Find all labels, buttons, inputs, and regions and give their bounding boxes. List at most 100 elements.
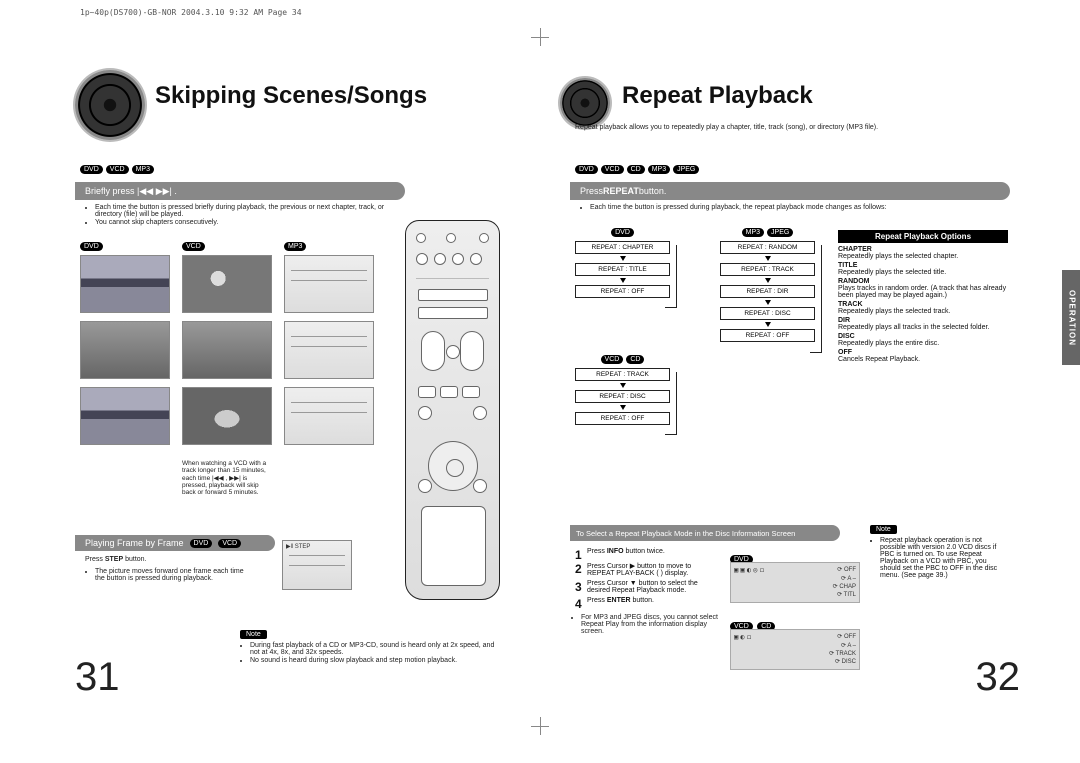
remote-color xyxy=(462,386,480,398)
bullet: The picture moves forward one frame each… xyxy=(95,568,255,582)
page-title: Skipping Scenes/Songs xyxy=(155,82,427,110)
bullet: Each time the button is pressed during p… xyxy=(590,204,1010,211)
step-bullet: The picture moves forward one frame each… xyxy=(85,568,255,583)
osd-icons: ▣ ◐ ◻ xyxy=(734,633,750,641)
flow-step: REPEAT : OFF xyxy=(720,329,815,342)
print-header: 1p~40p(DS700)-GB-NOR 2004.3.10 9:32 AM P… xyxy=(80,8,302,17)
osd-row: ⟳ A – xyxy=(841,642,856,649)
remote-button xyxy=(416,233,426,243)
note-text: Repeat playback operation is not possibl… xyxy=(880,537,1000,579)
col-label: DVD xyxy=(80,242,103,251)
pbc-note: Note Repeat playback operation is not po… xyxy=(870,525,1000,579)
osd-dvd: ▣ ▣ ◐ ◎ ◻⟳ OFF ⟳ A – ⟳ CHAP ⟳ TITL xyxy=(730,562,860,603)
step-num: 4 xyxy=(575,597,587,611)
thumb xyxy=(284,387,374,445)
step-text: Press Cursor ▶ button to move to REPEAT … xyxy=(587,562,712,577)
arrow-down-icon xyxy=(765,256,771,261)
opt-d: Repeatedly plays the selected track. xyxy=(838,308,1008,315)
flow-mp3: MP3 JPEG REPEAT : RANDOM REPEAT : TRACK … xyxy=(720,228,815,342)
bar2-text: Playing Frame by Frame xyxy=(85,538,184,548)
page-title: Repeat Playback xyxy=(622,82,813,110)
page-spread: 1p~40p(DS700)-GB-NOR 2004.3.10 9:32 AM P… xyxy=(0,0,1080,763)
opt-d: Repeatedly plays the entire disc. xyxy=(838,340,1008,347)
osd-row: ⟳ TITL xyxy=(837,591,856,598)
osd-vcd: ▣ ◐ ◻⟳ OFF ⟳ A – ⟳ TRACK ⟳ DISC xyxy=(730,629,860,670)
col-mp3: MP3 xyxy=(284,235,374,453)
opt-t: OFF xyxy=(838,349,1008,356)
badge: VCD xyxy=(601,165,624,174)
bottom-notes: Note During fast playback of a CD or MP3… xyxy=(240,630,500,665)
thumb xyxy=(284,321,374,379)
note-badge: Note xyxy=(870,525,897,534)
instruction-bar-skip: Briefly press |◀◀ ▶▶| . xyxy=(75,182,405,200)
bar-text: Briefly press |◀◀ ▶▶| . xyxy=(85,186,177,197)
badge: MP3 xyxy=(648,165,670,174)
badge: JPEG xyxy=(767,228,793,237)
page-number: 31 xyxy=(75,655,120,700)
remote-color xyxy=(418,386,436,398)
flow-step: REPEAT : CHAPTER xyxy=(575,241,670,254)
page-number: 32 xyxy=(976,655,1021,700)
remote-button xyxy=(416,253,428,265)
flow-step: REPEAT : TRACK xyxy=(575,368,670,381)
format-badges: DVD VCD MP3 xyxy=(80,165,154,174)
step-text: Press INFO button twice. xyxy=(587,548,712,555)
badge: DVD xyxy=(611,228,634,237)
badge-dvd: DVD xyxy=(80,165,103,174)
thumb xyxy=(182,387,272,445)
tbar-text: To Select a Repeat Playback Mode in the … xyxy=(576,529,795,538)
format-badges: DVD VCD CD MP3 JPEG xyxy=(575,165,699,174)
remote-dpad xyxy=(428,441,478,491)
osd-row: ⟳ CHAP xyxy=(833,583,856,590)
opt-t: TRACK xyxy=(838,301,1008,308)
arrow-down-icon xyxy=(620,383,626,388)
bar-post: button. xyxy=(639,186,667,196)
instruction-bar-frame: Playing Frame by Frame DVD VCD xyxy=(75,535,275,551)
bar-pre: Press xyxy=(580,186,603,196)
repeat-options: Repeat Playback Options CHAPTERRepeatedl… xyxy=(838,230,1008,364)
arrow-down-icon xyxy=(620,256,626,261)
remote-button xyxy=(473,406,487,420)
info-screen-bar: To Select a Repeat Playback Mode in the … xyxy=(570,525,840,541)
remote-button xyxy=(446,345,460,359)
step-num: 1 xyxy=(575,548,587,562)
flow-step: REPEAT : OFF xyxy=(575,285,670,298)
remote-keypad-area xyxy=(421,506,486,586)
remote-color xyxy=(440,386,458,398)
opt-t: DIR xyxy=(838,317,1008,324)
badge: VCD xyxy=(601,355,624,364)
col-vcd: VCD xyxy=(182,235,272,453)
badge: MP3 xyxy=(742,228,764,237)
arrow-down-icon xyxy=(765,322,771,327)
remote-button xyxy=(452,253,464,265)
thumb xyxy=(284,255,374,313)
step-bold: STEP xyxy=(105,556,123,563)
repeat-bullet: Each time the button is pressed during p… xyxy=(580,204,1010,212)
col-label: MP3 xyxy=(284,242,306,251)
opt-t: TITLE xyxy=(838,262,1008,269)
badge-mp3: MP3 xyxy=(132,165,154,174)
badge: JPEG xyxy=(673,165,699,174)
opt-d: Plays tracks in random order. (A track t… xyxy=(838,285,1008,299)
intro-text: Repeat playback allows you to repeatedly… xyxy=(575,124,1015,131)
flow-step: REPEAT : DIR xyxy=(720,285,815,298)
badge: VCD xyxy=(218,539,241,548)
opt-t: RANDOM xyxy=(838,278,1008,285)
step-footnote: For MP3 and JPEG discs, you cannot selec… xyxy=(581,614,721,635)
thumbnail-columns: DVD VCD MP3 xyxy=(80,235,374,453)
opt-t: DISC xyxy=(838,333,1008,340)
note-item: During fast playback of a CD or MP3-CD, … xyxy=(250,642,500,656)
instruction-bar-repeat: Press REPEAT button. xyxy=(570,182,1010,200)
thumb xyxy=(182,255,272,313)
opt-d: Cancels Repeat Playback. xyxy=(838,356,1008,363)
arrow-down-icon xyxy=(765,300,771,305)
speaker-graphic xyxy=(75,70,145,140)
skip-notes: Each time the button is pressed briefly … xyxy=(85,204,405,227)
cropmark-top xyxy=(531,28,549,46)
bar-strong: REPEAT xyxy=(603,186,639,196)
remote-button xyxy=(418,406,432,420)
osd-row: ⟳ DISC xyxy=(835,658,856,665)
flow-step: REPEAT : DISC xyxy=(575,390,670,403)
page-32: Repeat Playback Repeat playback allows y… xyxy=(560,50,1040,730)
remote-button xyxy=(470,253,482,265)
